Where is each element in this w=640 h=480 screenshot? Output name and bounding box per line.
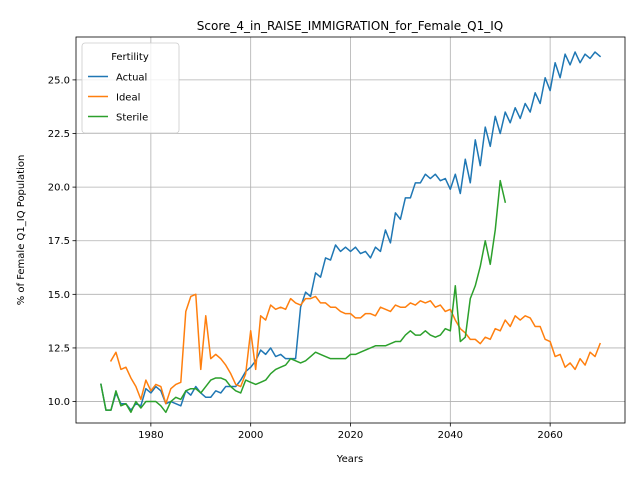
series-line-ideal [109, 293, 602, 405]
x-tick-label: 2020 [338, 430, 363, 441]
x-axis-label: Years [336, 454, 363, 465]
y-tick-label: 20.0 [48, 183, 70, 194]
chart-title: Score_4_in_RAISE_IMMIGRATION_for_Female_… [197, 19, 503, 33]
legend-label-ideal: Ideal [116, 93, 140, 104]
legend: Fertility Actual Ideal Sterile [81, 42, 180, 134]
x-tick-label: 2040 [438, 430, 463, 441]
series-line-actual [100, 51, 602, 411]
legend-box [81, 42, 180, 134]
legend-title: Fertility [111, 52, 149, 63]
y-tick-label: 12.5 [48, 343, 70, 354]
y-tick-label: 25.0 [48, 75, 70, 86]
x-tick-label: 2000 [238, 430, 263, 441]
y-tick-label: 15.0 [48, 290, 70, 301]
axis-ticks: 1980 2000 2020 2040 2060 10.0 12.5 15.0 17.5 20.0… [48, 75, 563, 441]
x-tick-label: 2060 [537, 430, 562, 441]
legend-label-sterile: Sterile [116, 113, 148, 124]
series-line-sterile [100, 179, 507, 414]
y-tick-label: 17.5 [48, 236, 70, 247]
y-axis-label: % of Female Q1_IQ Population [16, 155, 27, 306]
series-lines [100, 51, 602, 414]
x-tick-label: 1980 [138, 430, 163, 441]
grid [76, 37, 625, 423]
y-tick-label: 22.5 [48, 129, 70, 140]
y-tick-label: 10.0 [48, 397, 70, 408]
legend-label-actual: Actual [116, 73, 147, 84]
